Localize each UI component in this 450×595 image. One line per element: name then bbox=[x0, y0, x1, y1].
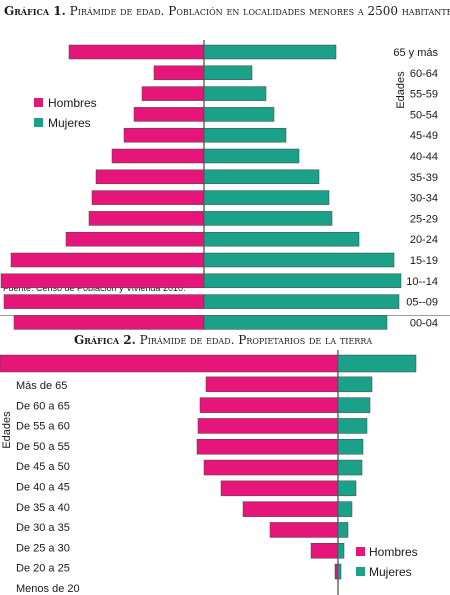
chart1-bar-mujeres-7 bbox=[203, 190, 330, 205]
chart2-bar-hombres-3 bbox=[197, 418, 339, 434]
chart2-bar-mujeres-9 bbox=[337, 542, 345, 559]
chart1-bar-hombres-0 bbox=[68, 44, 205, 60]
chart1-category-label: 25-29 bbox=[410, 213, 438, 225]
chart1-title-text: Pirámide de edad. Población en localidad… bbox=[69, 4, 450, 18]
chart2-bar-hombres-1 bbox=[205, 376, 339, 393]
chart1-bar-mujeres-1 bbox=[203, 65, 253, 81]
chart1-bar-mujeres-11 bbox=[203, 273, 402, 289]
chart1-bar-mujeres-13 bbox=[203, 315, 388, 330]
chart1-category-label: 55-59 bbox=[410, 89, 438, 101]
chart2-bar-hombres-0 bbox=[0, 354, 339, 373]
chart1-category-label: 50-54 bbox=[410, 109, 438, 121]
chart1-bar-hombres-10 bbox=[10, 252, 205, 268]
chart2-title-prefix: Gráfica 2. bbox=[74, 333, 136, 347]
chart1-ylabel: Edades bbox=[395, 71, 407, 109]
chart1-category-label: 15-19 bbox=[410, 255, 438, 267]
chart2-category-label: De 25 a 30 bbox=[16, 542, 70, 554]
chart2-bar-hombres-8 bbox=[269, 522, 339, 538]
chart2-ylabel: Edades bbox=[1, 411, 13, 449]
chart2-bar-mujeres-2 bbox=[337, 397, 371, 413]
chart1-bar-hombres-4 bbox=[123, 127, 205, 143]
chart2-bar-hombres-5 bbox=[203, 459, 339, 476]
chart1-legend-mujeres-swatch bbox=[34, 118, 43, 127]
chart2-category-label: De 20 a 25 bbox=[16, 563, 70, 575]
chart2-category-label: De 35 a 40 bbox=[16, 502, 70, 514]
chart2-legend-hombres: Hombres bbox=[369, 545, 418, 559]
chart1-bar-hombres-11 bbox=[0, 273, 205, 289]
chart1-bar-mujeres-2 bbox=[203, 86, 267, 101]
chart1-bar-hombres-6 bbox=[95, 169, 205, 185]
chart2-category-label: De 50 a 55 bbox=[16, 441, 70, 453]
chart1-category-label: 30-34 bbox=[410, 193, 438, 205]
chart2-bar-hombres-4 bbox=[196, 438, 339, 455]
chart2-category-label: Más de 65 bbox=[16, 380, 67, 392]
chart2-category-label: De 30 a 35 bbox=[16, 522, 70, 534]
chart1-category-label: 40-44 bbox=[410, 151, 438, 163]
chart2-legend-mujeres-swatch bbox=[356, 567, 365, 576]
chart2-bar-mujeres-5 bbox=[337, 459, 363, 476]
chart2-title-text: Pirámide de edad. Propietarios de la tie… bbox=[139, 333, 373, 347]
chart2-title: Gráfica 2. Pirámide de edad. Propietario… bbox=[74, 333, 372, 347]
chart1-bar-mujeres-5 bbox=[203, 148, 300, 164]
chart1-bar-hombres-12 bbox=[3, 294, 205, 309]
chart2-bar-mujeres-0 bbox=[337, 354, 417, 373]
chart1-legend-hombres: Hombres bbox=[48, 96, 97, 110]
chart1-legend-hombres-swatch bbox=[34, 98, 43, 107]
chart1-bar-mujeres-0 bbox=[203, 44, 337, 60]
chart1-category-label: 20-24 bbox=[410, 234, 438, 246]
chart2-bar-mujeres-1 bbox=[337, 376, 373, 393]
chart2-legend-hombres-swatch bbox=[356, 547, 365, 556]
chart1-bar-mujeres-3 bbox=[203, 107, 275, 122]
chart1-bar-mujeres-10 bbox=[203, 252, 395, 268]
chart1-bar-hombres-3 bbox=[133, 107, 205, 122]
chart2-category-label: De 55 a 60 bbox=[16, 421, 70, 433]
chart2-bar-mujeres-4 bbox=[337, 438, 364, 455]
chart2-bar-mujeres-6 bbox=[337, 480, 357, 497]
chart1-category-label: 35-39 bbox=[410, 172, 438, 184]
chart1-bar-mujeres-8 bbox=[203, 211, 333, 226]
chart2-bar-hombres-10 bbox=[334, 563, 339, 580]
chart2-bar-hombres-9 bbox=[310, 542, 339, 559]
chart2-bar-hombres-6 bbox=[220, 480, 339, 497]
chart1-bar-hombres-7 bbox=[91, 190, 205, 205]
chart1-legend-mujeres: Mujeres bbox=[48, 116, 91, 130]
chart2-category-label: Menos de 20 bbox=[16, 583, 80, 595]
chart2-category-label: De 45 a 50 bbox=[16, 461, 70, 473]
chart1-category-label: 45-49 bbox=[410, 130, 438, 142]
chart2-category-label: De 60 a 65 bbox=[16, 400, 70, 412]
chart1-category-label: 60-64 bbox=[410, 68, 438, 80]
chart1-category-label: 10--14 bbox=[406, 276, 438, 288]
chart1-bar-mujeres-9 bbox=[203, 231, 360, 247]
chart1-category-label: 65 y más bbox=[393, 47, 438, 59]
chart2-bar-hombres-7 bbox=[242, 501, 339, 517]
chart2-category-label: De 40 a 45 bbox=[16, 482, 70, 494]
chart2-bar-mujeres-8 bbox=[337, 522, 349, 538]
chart2-bar-mujeres-10 bbox=[337, 563, 342, 580]
chart1-bar-mujeres-4 bbox=[203, 127, 287, 143]
chart1-bar-mujeres-12 bbox=[203, 294, 400, 309]
chart1-bar-hombres-8 bbox=[88, 211, 205, 226]
chart2-bar-hombres-2 bbox=[199, 397, 339, 413]
chart1-title: Gráfica 1. Pirámide de edad. Población e… bbox=[4, 4, 450, 18]
chart1-bar-hombres-5 bbox=[111, 148, 205, 164]
chart1-category-label: 00-04 bbox=[410, 317, 438, 329]
chart1-bar-hombres-1 bbox=[153, 65, 205, 81]
chart1-bar-hombres-9 bbox=[65, 231, 205, 247]
chart1-bar-hombres-2 bbox=[141, 86, 205, 101]
chart2-bar-mujeres-3 bbox=[337, 418, 368, 434]
chart1-bar-mujeres-6 bbox=[203, 169, 320, 185]
chart2-bar-mujeres-7 bbox=[337, 501, 353, 517]
chart1-bar-hombres-13 bbox=[13, 315, 205, 330]
chart1-title-prefix: Gráfica 1. bbox=[4, 4, 66, 18]
chart1-category-label: 05--09 bbox=[406, 297, 438, 309]
chart2-legend-mujeres: Mujeres bbox=[369, 565, 412, 579]
